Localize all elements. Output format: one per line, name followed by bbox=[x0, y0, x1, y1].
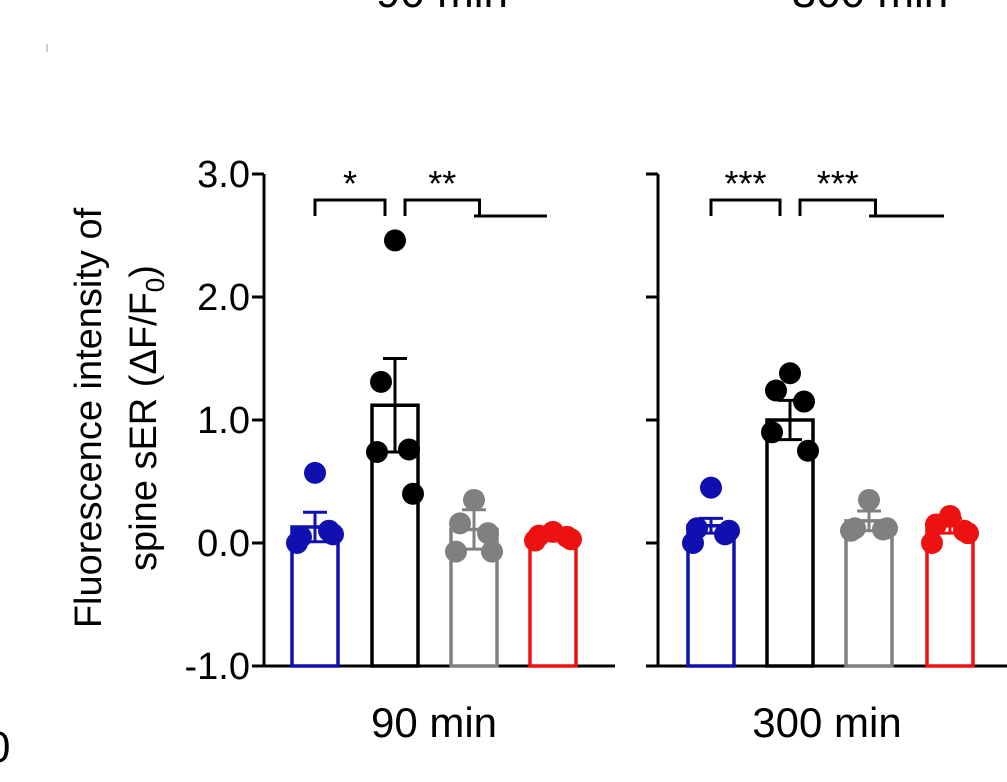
corner-cut-label: 0 bbox=[0, 723, 10, 772]
significance-label: * bbox=[343, 163, 357, 204]
data-point bbox=[921, 532, 943, 554]
significance-label: ** bbox=[428, 163, 456, 204]
data-point bbox=[402, 482, 424, 505]
data-point bbox=[876, 517, 898, 540]
y-axis-label-line1: Fluorescence intensity of bbox=[68, 207, 110, 628]
data-point bbox=[560, 528, 582, 551]
data-point bbox=[957, 522, 979, 545]
data-point bbox=[718, 519, 740, 542]
data-point bbox=[797, 439, 819, 462]
y-tick-label: 0.0 bbox=[197, 523, 250, 565]
data-point bbox=[445, 540, 467, 563]
data-point bbox=[925, 513, 947, 536]
significance-bracket bbox=[403, 198, 481, 216]
data-point bbox=[858, 488, 880, 511]
data-point bbox=[524, 529, 546, 552]
data-point bbox=[779, 362, 801, 385]
data-point bbox=[840, 519, 862, 542]
y-tick-label: 3.0 bbox=[197, 154, 250, 196]
data-point bbox=[682, 532, 704, 554]
data-point bbox=[765, 379, 787, 402]
plot-area: * ** *** *** bbox=[252, 163, 1007, 668]
y-axis-label-line2: spine sER (ΔF/F0) bbox=[123, 265, 170, 571]
significance-bracket bbox=[798, 198, 877, 216]
top-cut-label-1: 90 min bbox=[376, 0, 508, 17]
data-point bbox=[398, 438, 420, 461]
data-point bbox=[366, 440, 388, 463]
x-label-panel-1: 90 min bbox=[371, 699, 497, 746]
significance-label: *** bbox=[724, 163, 766, 204]
bar bbox=[528, 535, 578, 668]
data-point bbox=[304, 461, 326, 484]
data-point bbox=[449, 512, 471, 535]
x-label-panel-2: 300 min bbox=[752, 699, 901, 746]
data-point bbox=[793, 390, 815, 413]
data-point bbox=[463, 488, 485, 511]
y-tick-labels: 3.0 2.0 1.0 0.0 -1.0 bbox=[185, 154, 250, 688]
y-tick-label: 1.0 bbox=[197, 400, 250, 442]
bar bbox=[844, 519, 894, 668]
data-point bbox=[700, 476, 722, 499]
data-point bbox=[481, 540, 503, 563]
data-point bbox=[384, 229, 406, 252]
data-point bbox=[286, 532, 308, 554]
significance-bracket bbox=[709, 198, 782, 216]
significance-label: *** bbox=[817, 163, 859, 204]
bar bbox=[290, 525, 340, 668]
data-point bbox=[761, 421, 783, 444]
significance-bracket bbox=[313, 198, 387, 216]
top-cut-label-2: 300 min bbox=[792, 0, 949, 17]
data-point bbox=[370, 370, 392, 393]
y-tick-label: 2.0 bbox=[197, 277, 250, 319]
y-tick-label: -1.0 bbox=[185, 646, 250, 688]
data-point bbox=[322, 523, 344, 546]
data-point bbox=[477, 522, 499, 545]
